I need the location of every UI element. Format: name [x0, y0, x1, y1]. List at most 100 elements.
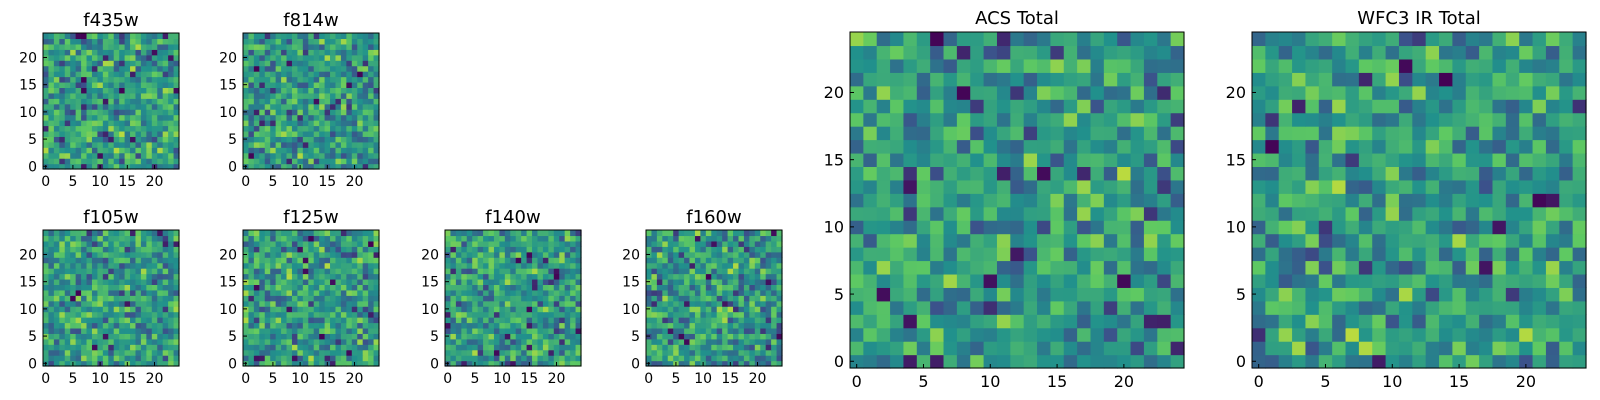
- heatmap-cell: [330, 333, 337, 340]
- heatmap-cell: [521, 251, 528, 258]
- heatmap-cell: [59, 349, 66, 356]
- heatmap-cell: [548, 262, 555, 269]
- heatmap-cell: [510, 360, 517, 367]
- heatmap-cell: [1305, 327, 1320, 342]
- heatmap-cell: [91, 322, 98, 329]
- heatmap-cell: [876, 152, 891, 167]
- heatmap-cell: [86, 273, 93, 280]
- heatmap-cell: [493, 344, 500, 351]
- heatmap-cell: [362, 317, 369, 324]
- heatmap-cell: [119, 136, 126, 143]
- heatmap-cell: [1559, 179, 1574, 194]
- heatmap-cell: [113, 338, 120, 345]
- heatmap-cell: [983, 314, 998, 329]
- heatmap-cell: [850, 247, 864, 262]
- heatmap-cell: [286, 87, 293, 94]
- heatmap-cell: [700, 300, 707, 307]
- heatmap-cell: [466, 230, 473, 237]
- heatmap-cell: [340, 38, 347, 45]
- heatmap-cell: [313, 273, 320, 280]
- heatmap-cell: [1479, 166, 1494, 181]
- heatmap-cell: [771, 289, 778, 296]
- heatmap-cell: [1050, 45, 1065, 60]
- heatmap-cell: [903, 179, 918, 194]
- heatmap-cell: [346, 333, 353, 340]
- heatmap-cell: [1063, 220, 1078, 235]
- heatmap-cell: [64, 38, 71, 45]
- heatmap-cell: [1170, 166, 1185, 181]
- heatmap-cell: [146, 136, 153, 143]
- heatmap-cell: [477, 251, 484, 258]
- y-tick-label: 0: [228, 159, 237, 175]
- heatmap-cell: [102, 246, 109, 253]
- heatmap-cell: [943, 139, 958, 154]
- heatmap-cell: [700, 311, 707, 318]
- heatmap-cell: [330, 317, 337, 324]
- heatmap-cell: [890, 327, 905, 342]
- heatmap-cell: [357, 60, 364, 67]
- heatmap-cell: [504, 268, 511, 275]
- heatmap-cell: [81, 130, 88, 137]
- heatmap-cell: [281, 306, 288, 313]
- heatmap-cell: [75, 273, 82, 280]
- heatmap-cell: [297, 130, 304, 137]
- heatmap-cell: [97, 114, 104, 121]
- heatmap-cell: [678, 230, 685, 237]
- heatmap-cell: [1252, 341, 1266, 356]
- heatmap-cell: [1090, 58, 1105, 73]
- heatmap-cell: [1385, 327, 1400, 342]
- heatmap-cell: [776, 262, 783, 269]
- heatmap-cell: [270, 103, 277, 110]
- heatmap-cell: [504, 295, 511, 302]
- heatmap-cell: [81, 262, 88, 269]
- heatmap-cell: [450, 322, 457, 329]
- heatmap-cell: [1103, 112, 1118, 127]
- heatmap-cell: [1090, 327, 1105, 342]
- heatmap-cell: [340, 136, 347, 143]
- heatmap-cell: [651, 317, 658, 324]
- heatmap-cell: [319, 246, 326, 253]
- heatmap-cell: [281, 65, 288, 72]
- heatmap-cell: [483, 246, 490, 253]
- heatmap-cell: [850, 354, 864, 369]
- heatmap-cell: [286, 295, 293, 302]
- heatmap-cell: [890, 152, 905, 167]
- heatmap-cell: [313, 338, 320, 345]
- heatmap-cell: [168, 322, 175, 329]
- heatmap-cell: [313, 141, 320, 148]
- heatmap-cell: [1037, 273, 1051, 288]
- heatmap-cell: [970, 300, 985, 315]
- axes-frame: [645, 229, 783, 367]
- heatmap-cell: [996, 327, 1011, 342]
- heatmap-cell: [357, 322, 364, 329]
- heatmap-cell: [351, 251, 358, 258]
- heatmap-cell: [1305, 260, 1320, 275]
- heatmap-cell: [488, 273, 495, 280]
- heatmap-cell: [91, 278, 98, 285]
- heatmap-cell: [113, 246, 120, 253]
- heatmap-cell: [368, 87, 375, 94]
- heatmap-cell: [499, 284, 506, 291]
- heatmap-cell: [765, 273, 772, 280]
- heatmap-cell: [330, 273, 337, 280]
- heatmap-cell: [727, 262, 734, 269]
- heatmap-cell: [532, 284, 539, 291]
- heatmap-cell: [75, 103, 82, 110]
- heatmap-cell: [1170, 273, 1185, 288]
- heatmap-cell: [270, 147, 277, 154]
- heatmap-cell: [291, 300, 298, 307]
- heatmap-cell: [351, 76, 358, 83]
- heatmap-cell: [281, 60, 288, 67]
- heatmap-cell: [135, 43, 142, 50]
- panel-title: f125w: [283, 207, 338, 228]
- heatmap-cell: [943, 260, 958, 275]
- heatmap-cell: [297, 103, 304, 110]
- heatmap-cell: [173, 257, 180, 264]
- heatmap-cell: [373, 71, 380, 78]
- heatmap-cell: [119, 60, 126, 67]
- heatmap-cell: [765, 349, 772, 356]
- heatmap-cell: [324, 65, 331, 72]
- heatmap-cell: [335, 246, 342, 253]
- heatmap-cell: [667, 322, 674, 329]
- heatmap-cell: [135, 322, 142, 329]
